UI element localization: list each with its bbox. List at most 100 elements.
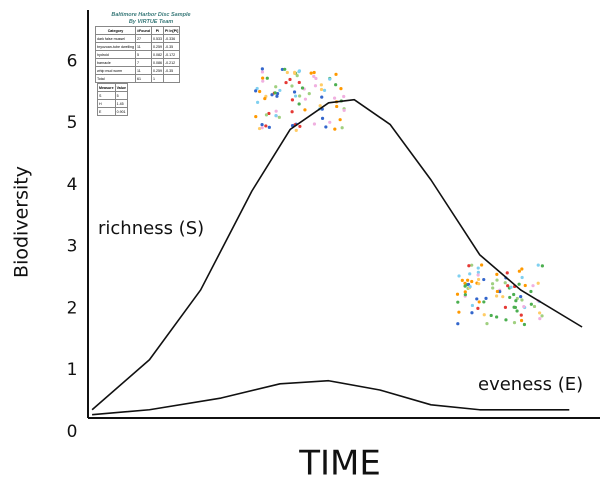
organism-dot [482, 277, 486, 282]
organism-dot [297, 70, 301, 74]
table-part: bryozoan-tube dwelling 11 0.259 -0.35 [95, 42, 181, 51]
table-text: 0.082 [150, 50, 164, 59]
organism-dot [298, 124, 302, 129]
organism-dot [297, 102, 301, 106]
organism-dot [297, 80, 301, 85]
y-tick-label: 1 [67, 360, 78, 380]
organism-dot [256, 100, 260, 104]
y-tick-label: 0 [67, 422, 78, 442]
y-axis-label: Biodiversity [11, 166, 33, 278]
organism-dot [293, 70, 297, 75]
organism-dot [339, 87, 343, 91]
table-text: whip mud worm [95, 66, 136, 75]
organism-dot [290, 84, 294, 88]
organism-dot [480, 263, 484, 267]
x-axis-label: TIME [298, 444, 381, 483]
organism-dot [334, 72, 338, 76]
series-label: richness (S) [98, 218, 204, 239]
organism-dot [512, 292, 516, 297]
organism-dot [284, 80, 288, 85]
organism-dot [303, 97, 308, 101]
organism-dot [460, 278, 464, 283]
organism-dot [519, 295, 523, 299]
organism-dot [319, 87, 324, 92]
organism-dot [491, 286, 495, 290]
table-text: bryozoan-tube dwelling [95, 42, 136, 51]
organism-dot [532, 304, 537, 309]
organism-dot [265, 76, 269, 80]
table-part: Category #Found Pi Pi ln[Pi] dark false muss… [95, 26, 181, 83]
organism-dot [264, 124, 268, 128]
organism-dot [261, 79, 265, 83]
table-part: H 1.45 [97, 99, 129, 108]
organism-dot [274, 85, 278, 89]
organism-dot [495, 294, 499, 298]
table-text: 0.259 [150, 42, 164, 51]
organism-dot [495, 289, 499, 294]
organism-dot [470, 311, 474, 315]
organism-dot [324, 125, 328, 129]
organism-dot [476, 277, 481, 282]
organism-dot [463, 290, 467, 294]
table-text: Value [114, 83, 129, 92]
organism-dot [520, 275, 524, 280]
organism-dot [255, 86, 259, 91]
organism-dot [328, 77, 332, 81]
table-text: Category [95, 26, 136, 35]
table-text: Baltimore Harbor Disc Sample [111, 12, 191, 18]
series-label: eveness (E) [478, 374, 583, 395]
table-part: hydroid 5 0.082 -0.172 [95, 50, 181, 59]
organism-dot [470, 303, 475, 308]
organism-dot [294, 128, 298, 132]
organism-dot [314, 76, 318, 81]
organism-dot [495, 272, 499, 276]
organism-dot [260, 126, 264, 130]
table-part: Total 61 1 [95, 74, 181, 83]
organism-dot [470, 279, 474, 284]
organism-dot [285, 70, 289, 75]
organism-dot [503, 305, 508, 309]
organism-dot [517, 282, 521, 286]
organism-dot [309, 71, 313, 75]
organism-dot [267, 125, 271, 129]
organism-dot [503, 281, 507, 285]
organism-dot [290, 98, 295, 102]
organism-dot [275, 92, 280, 96]
table-text: 11 [134, 66, 152, 75]
organism-dot [495, 278, 499, 282]
data-table: Baltimore Harbor Disc Sample By VIRTUE Te… [95, 12, 207, 116]
y-tick-label: 5 [67, 113, 78, 133]
organism-dot [540, 314, 544, 318]
table-part: Category #Found Pi Pi ln[Pi] [95, 26, 181, 35]
organism-dot [275, 94, 279, 98]
organism-dot [338, 118, 342, 122]
y-tick-label: 3 [67, 237, 78, 257]
organism-dot [328, 120, 332, 124]
organism-dot [519, 313, 523, 317]
organism-dot [482, 313, 486, 317]
organism-dot [498, 289, 502, 294]
organism-dot [517, 269, 521, 273]
table-text: Measure [97, 83, 116, 92]
organism-dot [283, 67, 287, 71]
table-text: 1 [150, 74, 164, 83]
table-text: -0.35 [162, 66, 181, 75]
organism-dot [312, 70, 316, 75]
organism-dot [267, 111, 271, 116]
organism-dot [529, 289, 533, 294]
organism-dot [254, 115, 258, 119]
organism-dot [270, 93, 274, 97]
table-part: dark false mussel 27 0.533 -0.336 [95, 34, 181, 43]
organism-dot [482, 300, 486, 304]
organism-dot [505, 271, 509, 275]
organism-dot [508, 295, 512, 300]
organism-dot [484, 296, 488, 300]
organism-dot [260, 67, 264, 71]
table-text: Pi ln[Pi] [162, 26, 181, 35]
organism-dot [476, 306, 480, 310]
y-tick-label: 4 [67, 175, 78, 195]
table-text: E [97, 107, 116, 116]
organism-dot [320, 95, 324, 99]
